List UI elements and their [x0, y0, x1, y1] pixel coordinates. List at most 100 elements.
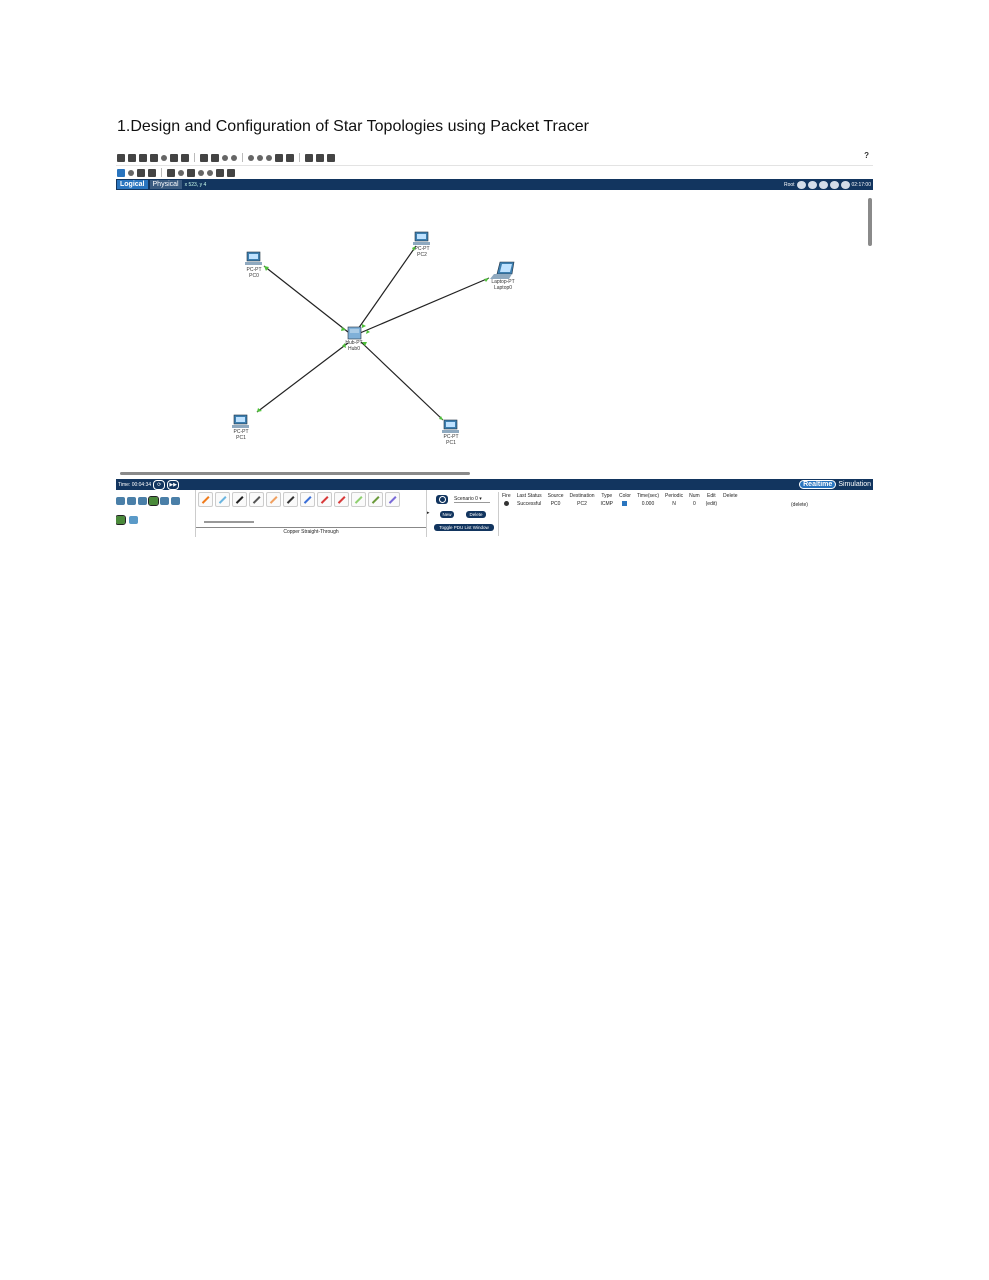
undo-icon[interactable] — [222, 154, 228, 161]
pc1-name: PC1 — [236, 435, 246, 441]
vertical-scrollbar[interactable] — [868, 198, 872, 246]
pc2-icon[interactable] — [413, 231, 430, 245]
table-row[interactable]: Successful PC0 PC2 ICMP 0.000 N 0 (edit) — [499, 500, 741, 508]
tab-logical[interactable]: Logical — [117, 180, 148, 189]
iot-custom-cable-icon[interactable] — [368, 492, 383, 507]
grid-subtype-icon[interactable] — [129, 516, 138, 524]
inspect-icon[interactable] — [128, 169, 134, 176]
link-status-up-icon — [439, 416, 443, 420]
wireless-category-icon[interactable] — [171, 497, 180, 505]
end-devices-category-icon[interactable] — [160, 497, 169, 505]
delete-icon[interactable] — [137, 168, 145, 177]
router-category-icon[interactable] — [116, 497, 125, 505]
column-header: Color — [619, 493, 631, 499]
tab-physical[interactable]: Physical — [149, 180, 182, 189]
cable-panel-scrollbar[interactable] — [204, 521, 254, 523]
viewport-toggle-icon[interactable] — [840, 180, 850, 189]
bottom-panel: Copper Straight-Through ▸ Scenario 0 ▾ N… — [116, 490, 873, 538]
horizontal-scrollbar[interactable] — [120, 472, 470, 475]
pc3-icon[interactable] — [442, 419, 459, 433]
usb-cable-icon[interactable] — [385, 492, 400, 507]
serial-dte-cable-icon[interactable] — [334, 492, 349, 507]
zoom-in-icon[interactable] — [248, 154, 254, 161]
pdu-icon[interactable] — [305, 153, 313, 162]
new-file-icon[interactable] — [117, 153, 125, 162]
copper-cross-over-icon[interactable] — [249, 492, 264, 507]
packet-tracer-screenshot: ? Logical Physical x 523, y 4 Root 02:17… — [116, 150, 873, 538]
delete-pdu-link[interactable]: (delete) — [791, 502, 808, 508]
type-cell: ICMP — [600, 501, 614, 507]
scenario-value: Scenario 0 — [454, 496, 478, 502]
root-label[interactable]: Root — [783, 181, 795, 188]
serial-dce-cable-icon[interactable] — [317, 492, 332, 507]
select-icon[interactable] — [117, 168, 125, 177]
workspace-tab-bar: Logical Physical x 523, y 4 Root 02:17:0… — [116, 179, 873, 190]
coaxial-cable-icon[interactable] — [300, 492, 315, 507]
cable-list — [198, 492, 400, 507]
fast-forward-button[interactable]: ▶▶ — [167, 479, 180, 490]
console-cable-icon[interactable] — [215, 492, 230, 507]
fiber-cable-icon[interactable] — [266, 492, 281, 507]
fire-cell[interactable] — [499, 500, 514, 508]
topology-diagram — [232, 231, 515, 433]
fire-icon[interactable] — [503, 500, 509, 506]
custom-devices-dialog-icon[interactable] — [286, 153, 294, 162]
hub-category-icon[interactable] — [138, 497, 147, 505]
delete-scenario-button[interactable]: Delete — [466, 511, 486, 518]
back-icon[interactable] — [796, 180, 806, 189]
move-object-icon[interactable] — [818, 180, 828, 189]
place-note-icon[interactable] — [167, 168, 175, 177]
pc1-icon[interactable] — [232, 414, 249, 428]
redo-icon[interactable] — [231, 154, 237, 161]
realtime-mode-button[interactable]: Realtime — [799, 480, 837, 489]
power-cycle-button[interactable]: ⟳ — [153, 479, 166, 490]
activity-wizard-icon[interactable] — [161, 154, 167, 161]
laptop-icon[interactable] — [490, 261, 515, 279]
auto-connect-cable-icon[interactable] — [198, 492, 213, 507]
zoom-reset-icon[interactable] — [257, 154, 263, 161]
add-simple-pdu-icon[interactable] — [216, 168, 224, 177]
print-icon[interactable] — [150, 153, 158, 162]
pc0-icon[interactable] — [245, 251, 262, 265]
help-button[interactable]: ? — [864, 151, 869, 160]
hub-icon[interactable] — [347, 326, 362, 340]
copy-icon[interactable] — [200, 153, 208, 162]
copper-straight-through-icon[interactable] — [232, 492, 247, 507]
octal-cable-icon[interactable] — [351, 492, 366, 507]
open-folder-icon[interactable] — [128, 153, 136, 162]
scenario-select[interactable]: Scenario 0 ▾ — [454, 496, 490, 503]
pc0-label: PC-PT PC0 — [247, 267, 262, 279]
collapse-arrow-icon[interactable]: ▸ — [427, 510, 430, 516]
freeform-icon[interactable] — [207, 169, 213, 176]
cable-panel: Copper Straight-Through — [195, 490, 427, 537]
connections-category-icon[interactable] — [148, 496, 159, 506]
logical-workspace[interactable]: PC-PT PC0 PC-PT PC2 Laptop-PT Laptop0 Hu… — [116, 190, 873, 478]
clock-display: 02:17:00 — [851, 181, 871, 188]
network-info-icon[interactable] — [170, 153, 178, 162]
custom-device-icon[interactable] — [181, 153, 189, 162]
toggle-pdu-list-button[interactable]: Toggle PDU List Window — [434, 524, 494, 531]
simulation-mode-button[interactable]: Simulation — [838, 481, 871, 488]
switch-category-icon[interactable] — [127, 497, 136, 505]
viewport-icon[interactable] — [316, 153, 324, 162]
document-title: 1.Design and Configuration of Star Topol… — [117, 118, 589, 135]
new-scenario-button[interactable]: New — [440, 511, 454, 518]
draw-ellipse-icon[interactable] — [198, 169, 204, 176]
draw-rectangle-icon[interactable] — [187, 168, 195, 177]
edit-link[interactable]: (edit) — [705, 501, 718, 507]
set-background-icon[interactable] — [829, 180, 839, 189]
drawing-palette-icon[interactable] — [275, 153, 283, 162]
phone-cable-icon[interactable] — [283, 492, 298, 507]
zoom-out-icon[interactable] — [266, 154, 272, 161]
connections-subtype-icon[interactable] — [116, 515, 126, 525]
resize-shape-icon[interactable] — [148, 168, 156, 177]
link-status-up-icon — [366, 330, 370, 334]
link-pc0-hub — [263, 265, 349, 333]
workspace-list-icon[interactable] — [327, 153, 335, 162]
add-complex-pdu-icon[interactable] — [227, 168, 235, 177]
draw-line-icon[interactable] — [178, 169, 184, 176]
save-icon[interactable] — [139, 153, 147, 162]
paste-icon[interactable] — [211, 153, 219, 162]
pc3-label: PC-PT PC1 — [444, 434, 459, 446]
cluster-icon[interactable] — [807, 180, 817, 189]
